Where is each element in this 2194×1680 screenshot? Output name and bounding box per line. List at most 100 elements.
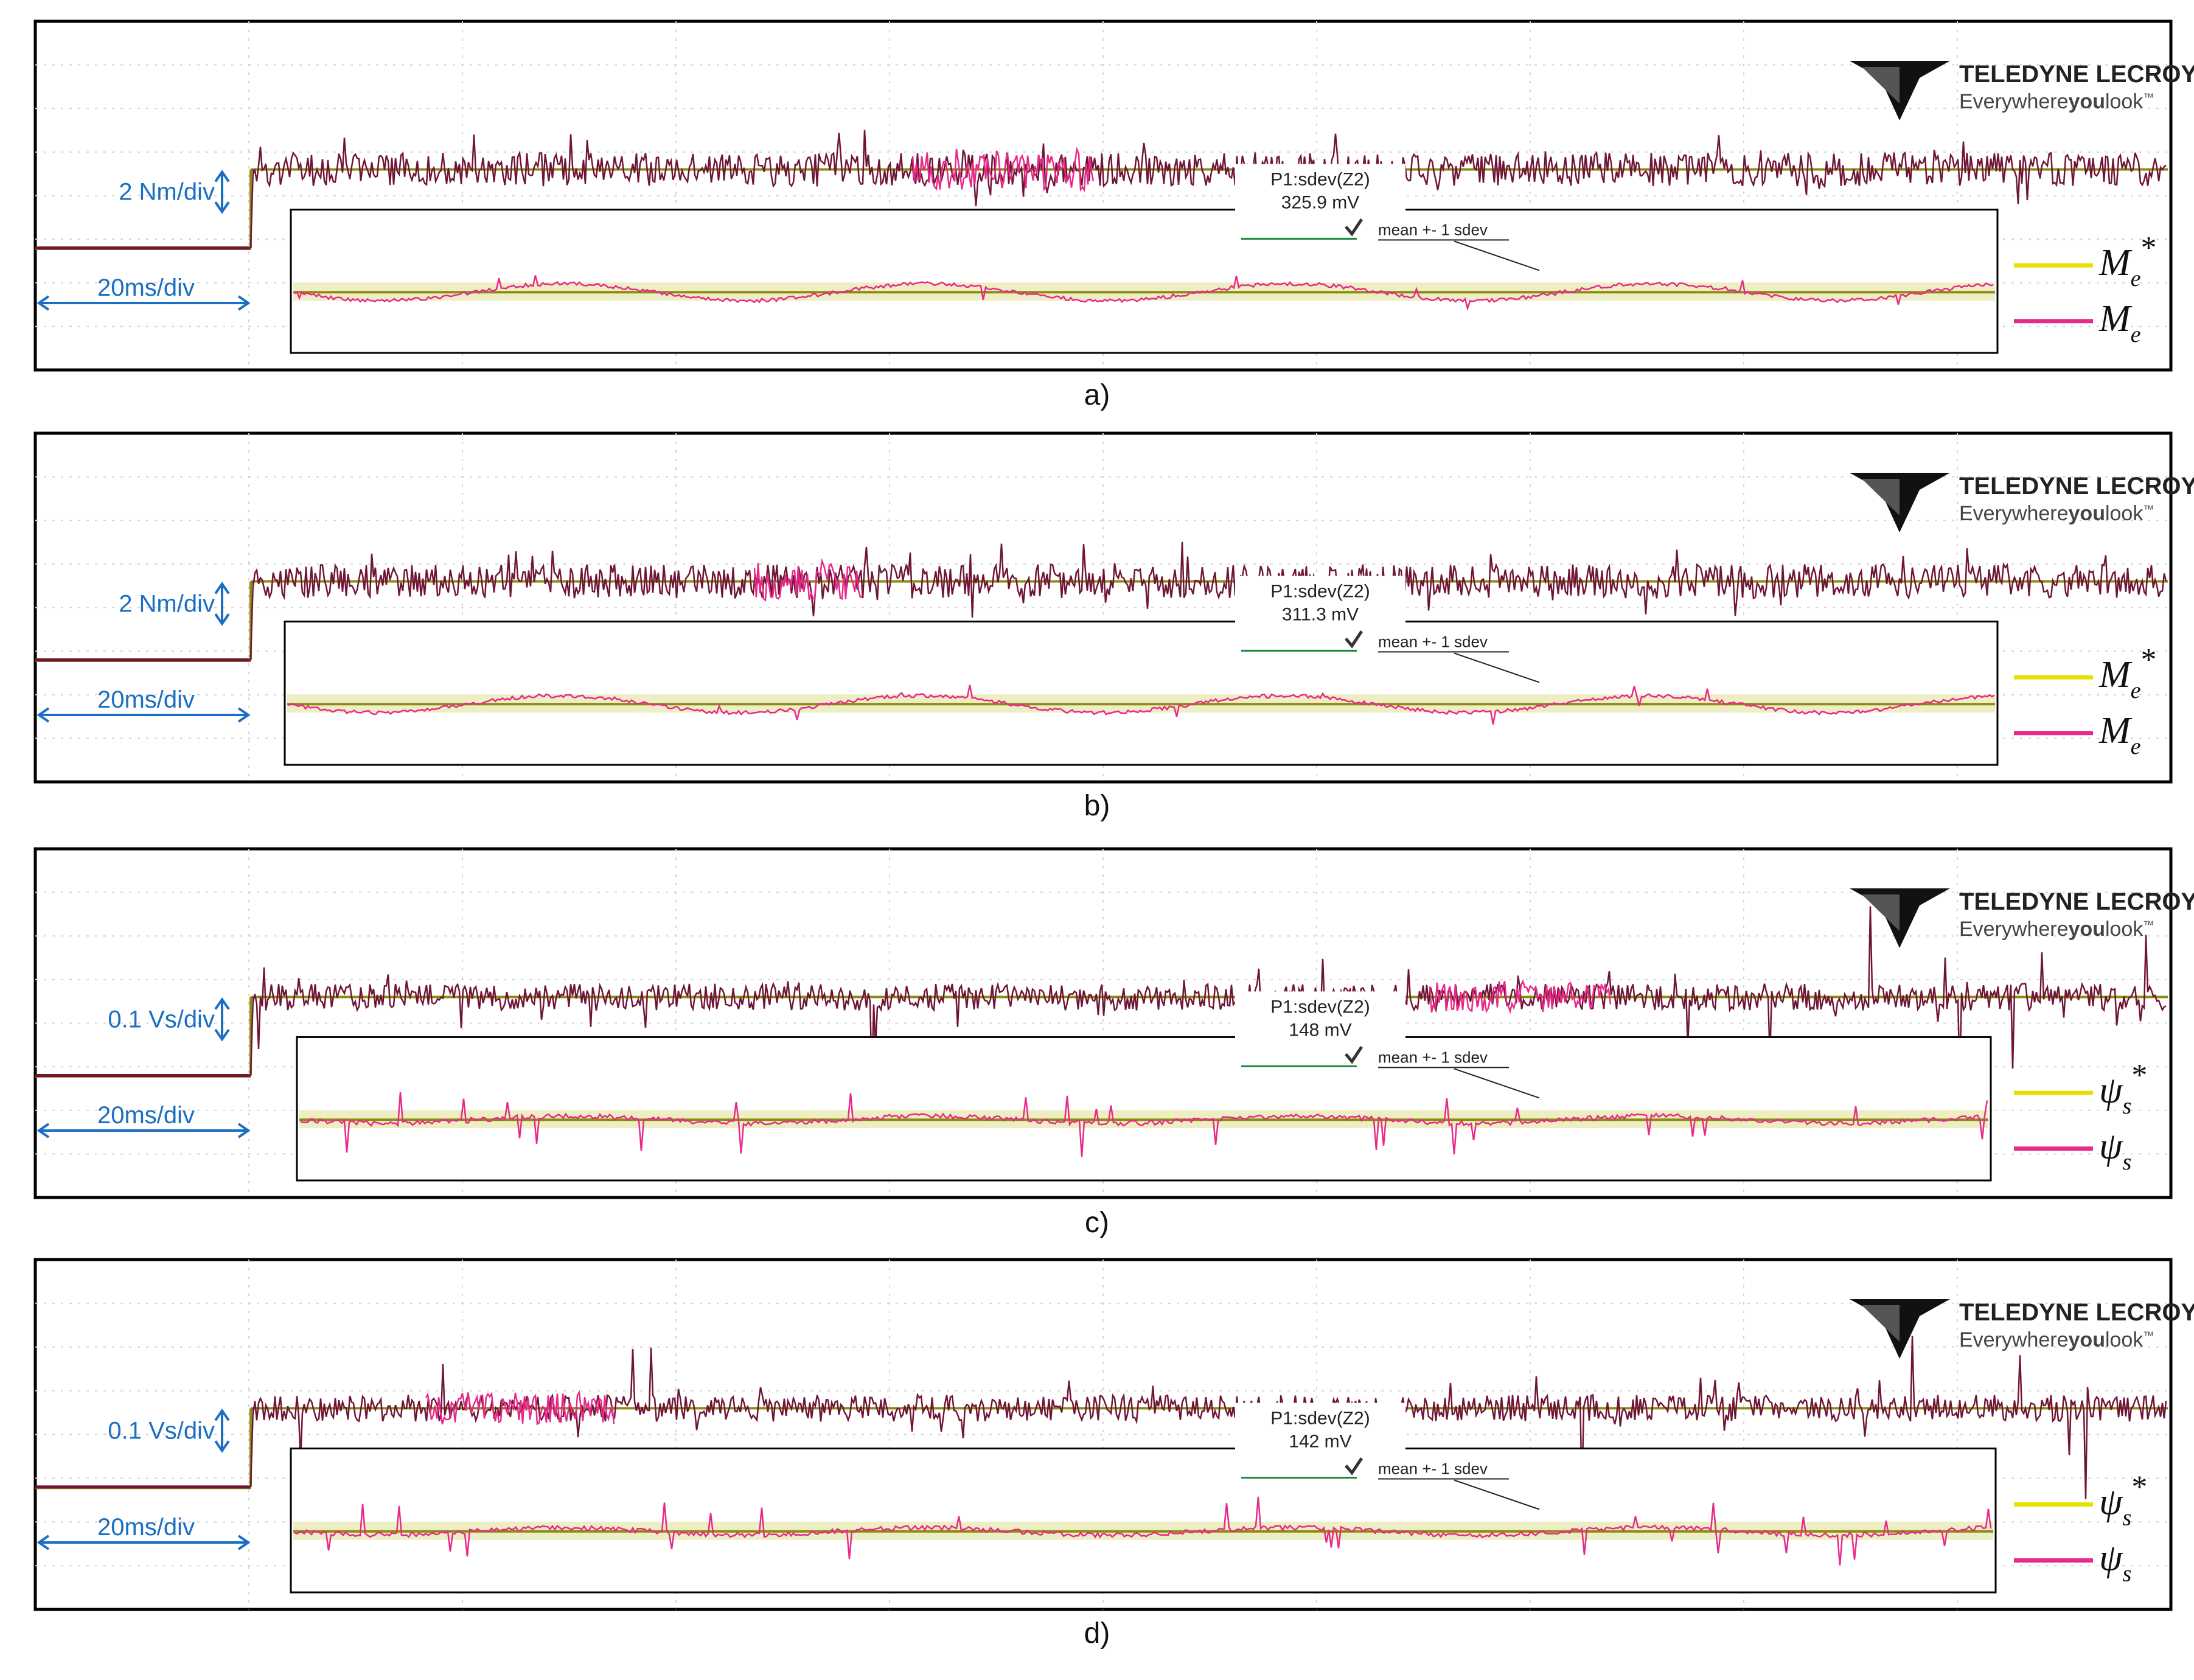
vertical-scale-annotation: 0.1 Vs/div [108,1408,230,1453]
legend: ψs*ψs [2014,1058,2147,1175]
logo-brand-text: TELEDYNE LECROY [1959,1299,2194,1326]
inset-measured-trace [288,685,1995,725]
arrow-head-right [237,1123,251,1138]
logo-tagline: Everywhereyoulook™ [1959,90,2154,113]
tagline-tm: ™ [2143,503,2154,515]
arrow-head-left [37,1123,50,1138]
measurement-readout: P1:sdev(Z2) 148 mV mean +- 1 sdev [1235,991,1540,1099]
vertical-scale-annotation: 2 Nm/div [119,581,230,626]
arrow-head-down [214,1029,230,1042]
legend-entry: Me [2098,710,2141,759]
tagline-part: look [2105,918,2144,941]
check-icon [1345,1457,1363,1476]
legend-symbol: M [2098,298,2133,340]
legend-symbol: M [2098,242,2133,284]
legend-entry: ψs* [2099,1058,2147,1119]
legend-subscript: e [2131,266,2141,291]
arrow-head-right [237,1535,251,1550]
zoom-inset [290,208,1999,354]
measurement-readout: P1:sdev(Z2) 142 mV mean +- 1 sdev [1235,1403,1540,1510]
teledyne-lecroy-logo: TELEDYNE LECROY Everywhereyoulook™ [1850,888,2194,948]
legend-subscript: e [2131,734,2141,759]
vertical-scale-label: 2 Nm/div [119,178,215,205]
arrow-head-right [237,295,251,311]
check-icon [1345,218,1363,237]
tagline-tm: ™ [2143,1330,2154,1342]
stat-pointer [1454,652,1540,683]
trace-measured-highlight [753,558,863,602]
legend-superscript: * [2141,643,2157,677]
arrow-head-up [214,581,230,594]
measurement-readout: P1:sdev(Z2) 325.9 mV mean +- 1 sdev [1235,164,1540,271]
measurement-readout-bg [1235,164,1405,217]
arrow-head-up [214,169,230,183]
legend-entry: Me* [2098,231,2157,291]
measurement-value: 148 mV [1289,1020,1351,1040]
legend-entry: Me [2098,298,2141,347]
tagline-tm: ™ [2143,91,2154,103]
panel-caption: d) [1084,1617,1110,1650]
time-scale-annotation: 20ms/div [37,274,251,311]
legend-entry: ψs [2099,1126,2131,1175]
panel-caption: c) [1085,1207,1109,1239]
logo-mark-facet [1862,894,1900,931]
legend-subscript: e [2131,322,2141,347]
legend: Me*Me [2014,231,2157,347]
inset-measured-trace [300,1092,1988,1157]
vertical-scale-label: 0.1 Vs/div [108,1006,215,1033]
logo-tagline: Everywhereyoulook™ [1959,918,2154,941]
tagline-part: Everywhere [1959,502,2069,525]
trace-measured-post [249,906,2167,1081]
measurement-value: 142 mV [1289,1432,1351,1452]
stat-label: mean +- 1 sdev [1378,1460,1488,1478]
vertical-scale-label: 0.1 Vs/div [108,1417,215,1444]
vertical-scale-label: 2 Nm/div [119,590,215,617]
arrow-head-up [214,1408,230,1421]
logo-mark-facet [1862,479,1900,515]
zoom-inset-frame [290,208,1999,354]
tagline-part: you [2069,918,2105,941]
zoom-inset-frame [296,1036,1992,1182]
measurement-readout: P1:sdev(Z2) 311.3 mV mean +- 1 sdev [1235,576,1540,683]
logo-mark [1850,473,1950,532]
time-scale-annotation: 20ms/div [37,1102,251,1138]
legend-subscript: e [2131,678,2141,703]
time-scale-label: 20ms/div [97,1514,195,1541]
zoom-inset [296,1036,1992,1182]
logo-mark-facet [1862,67,1900,103]
zoom-inset [290,1448,1997,1594]
check-icon [1345,630,1363,649]
tagline-part: you [2069,90,2105,113]
time-scale-label: 20ms/div [97,274,195,301]
legend-symbol: M [2098,654,2133,695]
trace-measured-post [249,542,2167,660]
panel-caption: b) [1084,790,1110,822]
measurement-readout-bg [1235,1403,1405,1455]
stat-label: mean +- 1 sdev [1378,1048,1488,1066]
arrow-head-left [37,1535,50,1550]
legend-subscript: s [2123,1093,2132,1119]
legend-symbol: ψ [2099,1482,2123,1523]
time-scale-annotation: 20ms/div [37,686,251,723]
measurement-label: P1:sdev(Z2) [1270,1409,1370,1429]
trace-measured-highlight [911,146,1095,192]
measurement-readout-bg [1235,991,1405,1044]
trace-measured-post [249,1336,2167,1499]
vertical-scale-annotation: 2 Nm/div [119,169,230,214]
zoom-inset-frame [290,1448,1997,1594]
logo-brand-text: TELEDYNE LECROY [1959,61,2194,88]
stat-label: mean +- 1 sdev [1378,220,1488,239]
legend-entry: ψs [2099,1538,2131,1587]
check-icon [1345,1046,1363,1064]
scope-panel-c: TELEDYNE LECROY Everywhereyoulook™ 0.1 Vs/… [33,847,2194,1199]
legend-symbol: M [2098,710,2133,751]
vertical-scale-annotation: 0.1 Vs/div [108,997,230,1042]
legend-symbol: ψ [2099,1070,2123,1111]
inset-measured-trace [294,1496,1992,1566]
logo-brand-text: TELEDYNE LECROY [1959,888,2194,915]
measurement-label: P1:sdev(Z2) [1270,581,1370,601]
logo-tagline: Everywhereyoulook™ [1959,1328,2154,1351]
